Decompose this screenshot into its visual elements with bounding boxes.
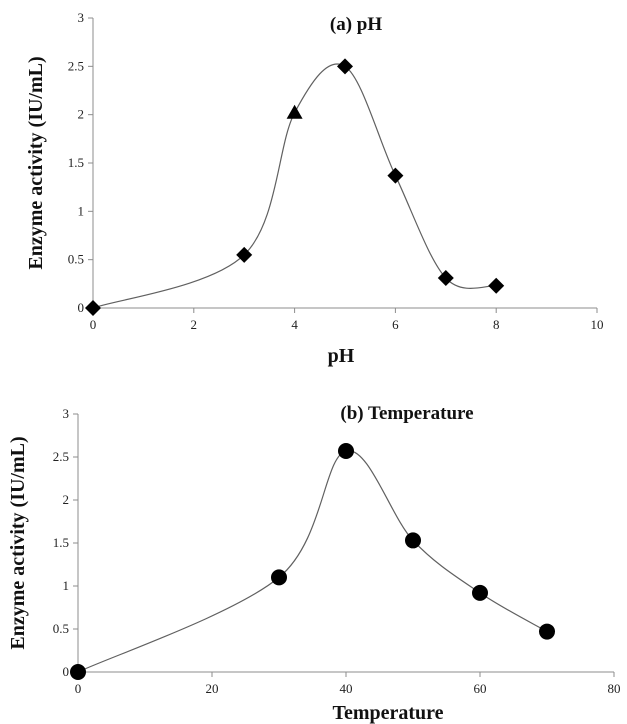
x-tick-label: 2 — [191, 317, 198, 332]
y-tick-label: 0 — [78, 300, 85, 315]
y-tick-label: 2 — [78, 107, 85, 122]
data-point-diamond — [337, 58, 353, 75]
series-line — [92, 63, 497, 309]
y-tick-label: 2.5 — [68, 58, 84, 73]
chart-title: (a) pH — [330, 14, 382, 35]
x-tick-label: 6 — [392, 317, 399, 332]
data-point-diamond — [488, 277, 505, 294]
x-tick-label: 80 — [608, 681, 621, 696]
x-axis-title: Temperature — [332, 702, 443, 724]
x-tick-label: 0 — [90, 317, 97, 332]
data-point-diamond — [437, 270, 454, 287]
chart-panel-temperature: 0 0.5 1 1.5 2 2.5 3 0 20 40 60 80 (b) Temperature Tem… — [7, 403, 621, 724]
x-tick-label: 60 — [474, 681, 487, 696]
y-tick-label: 0 — [63, 664, 70, 679]
x-tick-label: 0 — [75, 681, 82, 696]
y-axis-title: Enzyme activity (IU/mL) — [7, 436, 29, 649]
y-tick-label: 1 — [78, 203, 85, 218]
chart-panel-ph: 0 0.5 1 1.5 2 2.5 3 0 2 4 6 8 10 (a) pH pH Enzyme activ… — [25, 10, 604, 367]
x-tick-label: 8 — [493, 317, 500, 332]
y-tick-label: 0.5 — [53, 621, 69, 636]
y-tick-label: 2.5 — [53, 449, 69, 464]
data-point-circle — [539, 623, 555, 640]
y-tick-label: 1.5 — [53, 535, 69, 550]
y-tick-label: 1.5 — [68, 155, 84, 170]
data-point-diamond — [387, 167, 404, 184]
y-tick-label: 2 — [63, 492, 70, 507]
x-tick-label: 40 — [340, 681, 353, 696]
data-point-circle — [472, 584, 488, 601]
y-tick-label: 0.5 — [68, 252, 84, 267]
y-tick-label: 3 — [63, 406, 70, 421]
x-axis-title: pH — [328, 345, 355, 367]
data-point-diamond — [236, 246, 253, 263]
series-line — [77, 450, 548, 673]
y-tick-label: 3 — [78, 10, 85, 25]
data-point-diamond — [85, 300, 101, 316]
x-tick-label: 20 — [206, 681, 219, 696]
y-axis-title: Enzyme activity (IU/mL) — [25, 56, 47, 269]
data-point-circle — [338, 442, 354, 459]
y-tick-label: 1 — [63, 578, 70, 593]
data-point-circle — [70, 664, 86, 680]
x-tick-label: 10 — [591, 317, 604, 332]
chart-title: (b) Temperature — [340, 403, 473, 424]
data-point-circle — [271, 569, 287, 586]
data-point-circle — [405, 532, 421, 549]
x-tick-label: 4 — [291, 317, 298, 332]
data-point-triangle — [286, 104, 303, 119]
